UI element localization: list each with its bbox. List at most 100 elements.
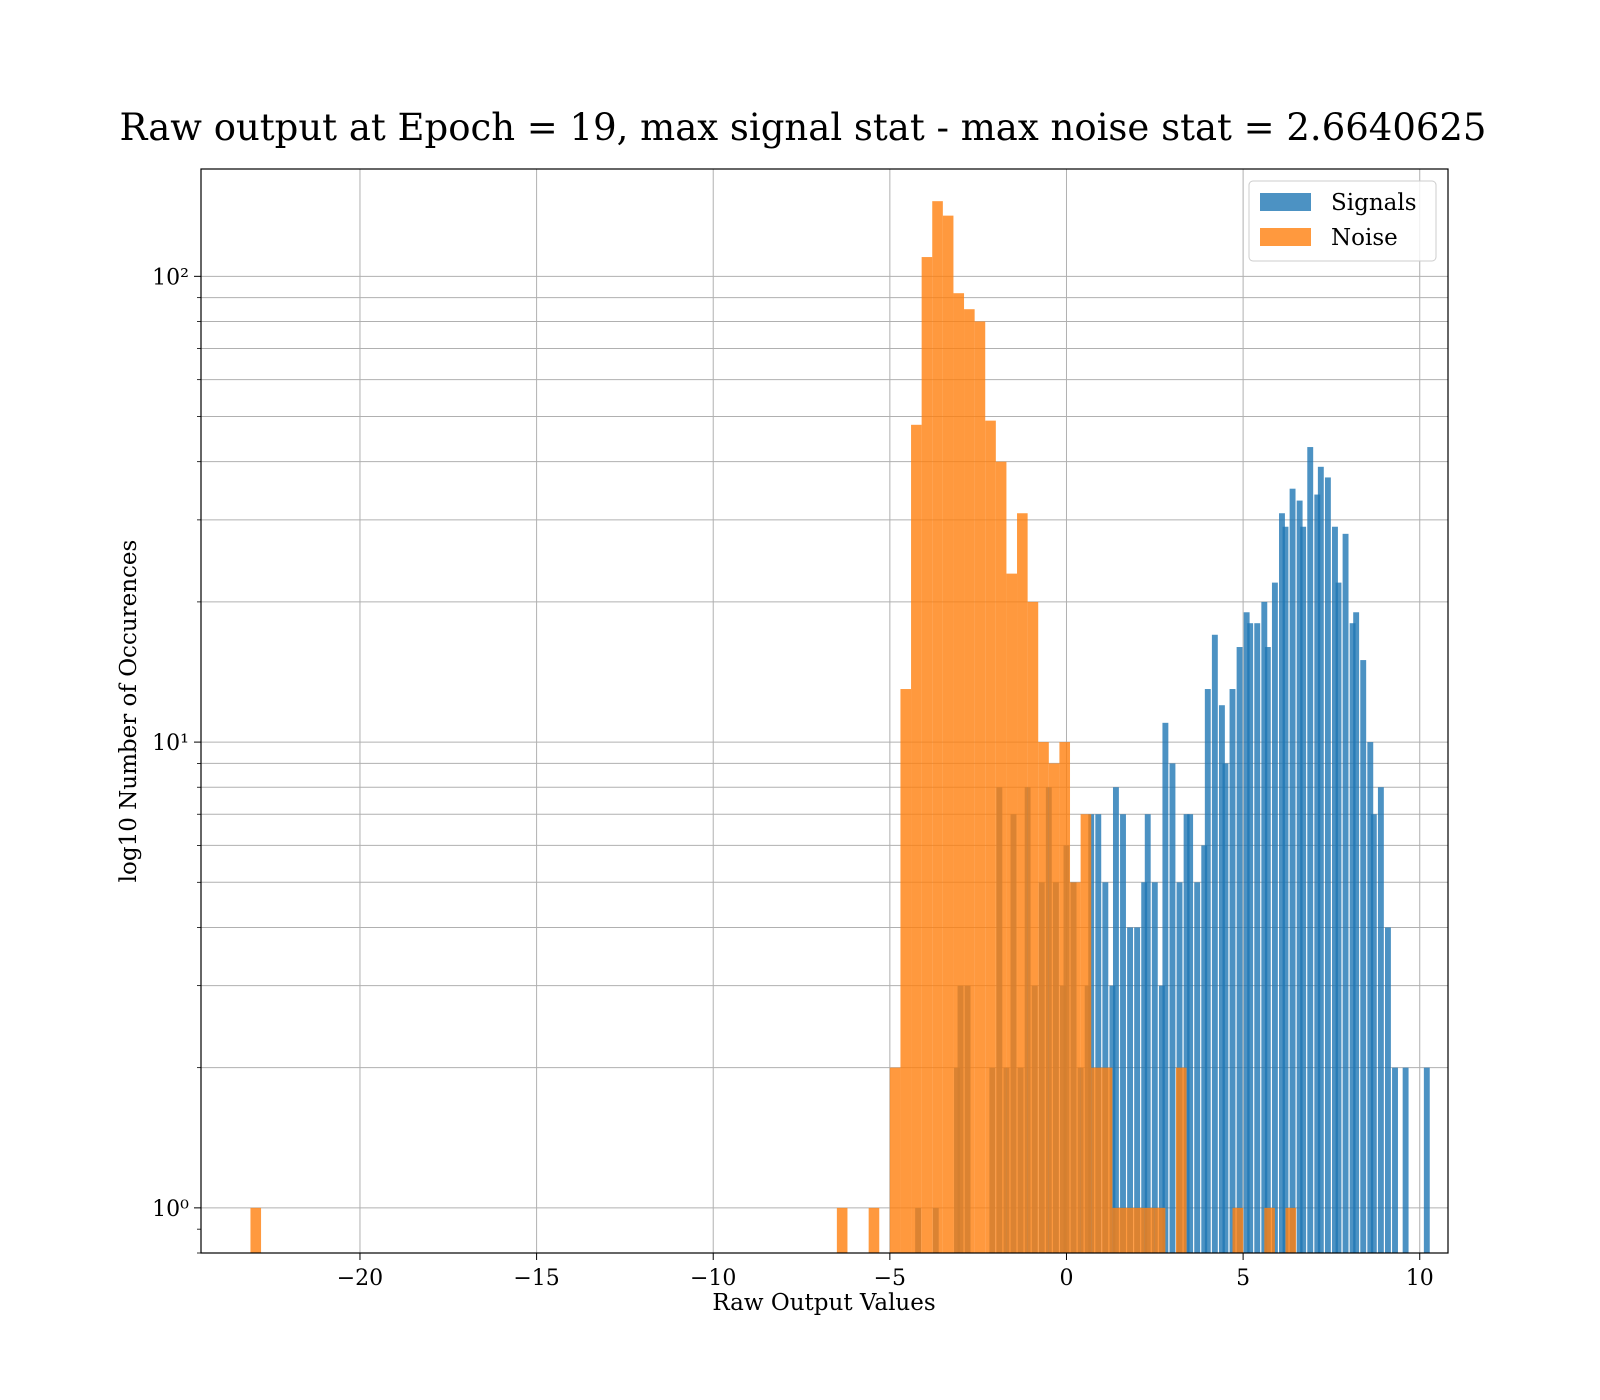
histogram-bar [250, 1207, 262, 1253]
histogram-bar [1211, 634, 1218, 1253]
histogram-bar [1091, 1067, 1102, 1253]
legend: Signals Noise [1248, 180, 1437, 262]
histogram-bar [1353, 612, 1360, 1253]
histogram-bar [1289, 488, 1296, 1253]
histogram-bar [1342, 533, 1349, 1253]
histogram-bar [932, 201, 943, 1253]
histogram-bar [1120, 814, 1126, 1253]
chart-title: Raw output at Epoch = 19, max signal sta… [120, 106, 1487, 149]
histogram-bar [1243, 612, 1250, 1253]
histogram-bar [1370, 814, 1377, 1253]
histogram-bar [1162, 722, 1169, 1253]
histogram-bar [1101, 1067, 1113, 1253]
histogram-bar [1169, 763, 1176, 1253]
histogram-bar [1222, 763, 1229, 1253]
histogram-bar [1317, 466, 1324, 1253]
histogram-bar [1134, 927, 1141, 1253]
histogram-bar [1158, 985, 1165, 1253]
histogram-bar [964, 309, 975, 1253]
x-tick-label: −15 [513, 1266, 559, 1291]
histogram-bar [1247, 623, 1254, 1253]
legend-swatch-signals [1260, 193, 1311, 211]
histogram-bar [1300, 526, 1307, 1253]
histogram-bar [1349, 623, 1356, 1253]
legend-label-signals: Signals [1331, 190, 1417, 216]
x-tick-label: −5 [874, 1266, 906, 1291]
histogram-bar [1201, 845, 1208, 1253]
histogram-bar [1123, 1207, 1134, 1253]
legend-label-noise: Noise [1331, 225, 1398, 251]
histogram-bar [1285, 1207, 1297, 1253]
grid-lines [201, 169, 1448, 1253]
legend-swatch-noise [1260, 228, 1311, 246]
x-tick-label: −10 [690, 1266, 736, 1291]
histogram-bar [953, 293, 965, 1253]
y-tick-label: 10¹ [152, 731, 189, 756]
histogram-bar [1218, 705, 1225, 1253]
histogram-bar [1095, 814, 1102, 1253]
histogram-bar [1144, 1207, 1155, 1253]
histogram-bar [1232, 1207, 1244, 1253]
x-axis-ticks: −20 −15 −10 −5 0 5 10 [337, 1253, 1434, 1291]
histogram-bar [1175, 1067, 1187, 1253]
histogram-bar [1314, 494, 1321, 1253]
y-tick-label: 10⁰ [152, 1197, 189, 1222]
histogram-bar [1151, 882, 1158, 1253]
histogram-bar [1384, 927, 1391, 1253]
histogram-bar [942, 215, 954, 1254]
y-axis-label: log10 Number of Occurences [116, 540, 142, 883]
histogram-bar [1335, 582, 1342, 1253]
histogram-bar [900, 689, 912, 1253]
histogram-bar [1279, 513, 1285, 1253]
histogram-bar [889, 1067, 901, 1253]
histogram-bar [1282, 526, 1289, 1253]
histogram-bar [921, 257, 933, 1253]
histogram-bar [1154, 1207, 1166, 1253]
histogram-bar [1229, 689, 1236, 1253]
histogram-bar [1392, 1067, 1398, 1253]
histogram-bar [1423, 1067, 1430, 1253]
histogram-bar [1183, 814, 1190, 1253]
histogram-bar [1271, 582, 1278, 1253]
histogram-bar [1360, 660, 1367, 1253]
x-axis-label: Raw Output Values [712, 1290, 935, 1316]
x-tick-label: 5 [1236, 1266, 1250, 1291]
x-tick-label: −20 [337, 1266, 383, 1291]
histogram-bar [1027, 601, 1039, 1253]
histogram-bar [1112, 787, 1119, 1253]
histogram-bar [836, 1207, 848, 1253]
histogram-bar [911, 424, 922, 1254]
histogram-bar [1204, 689, 1211, 1253]
histogram-bar [1127, 927, 1134, 1253]
histogram-bar [1377, 787, 1384, 1253]
x-tick-label: 10 [1406, 1266, 1434, 1291]
histogram-bar [1402, 1067, 1409, 1253]
bars [250, 201, 1430, 1254]
histogram-bar [1264, 1207, 1275, 1253]
histogram-bar [1296, 500, 1303, 1253]
y-tick-label: 10² [152, 265, 189, 290]
histogram-bar [1080, 814, 1092, 1253]
histogram-bar [1017, 513, 1028, 1253]
histogram-bar [1261, 601, 1268, 1253]
y-axis-ticks: 10⁰ 10¹ 10² [152, 265, 201, 1254]
histogram-bar [1236, 647, 1243, 1253]
histogram-bar [1006, 573, 1018, 1253]
series-noise [250, 201, 1297, 1254]
histogram-bar [1332, 526, 1338, 1253]
histogram-bar [1144, 814, 1151, 1253]
histogram-bar [985, 420, 996, 1253]
histogram-bar [1133, 1207, 1145, 1253]
histogram-bar [868, 1207, 880, 1253]
histogram-bar [1264, 647, 1271, 1253]
histogram-bar [1254, 623, 1261, 1253]
histogram-bar [1141, 882, 1148, 1253]
histogram-bar [1102, 882, 1109, 1253]
x-tick-label: 0 [1059, 1266, 1073, 1291]
histogram-bar [1367, 742, 1374, 1253]
histogram-bar [1048, 763, 1060, 1253]
histogram-bar [1324, 477, 1331, 1253]
histogram-bar [1070, 882, 1081, 1253]
histogram-bar [1038, 742, 1049, 1253]
